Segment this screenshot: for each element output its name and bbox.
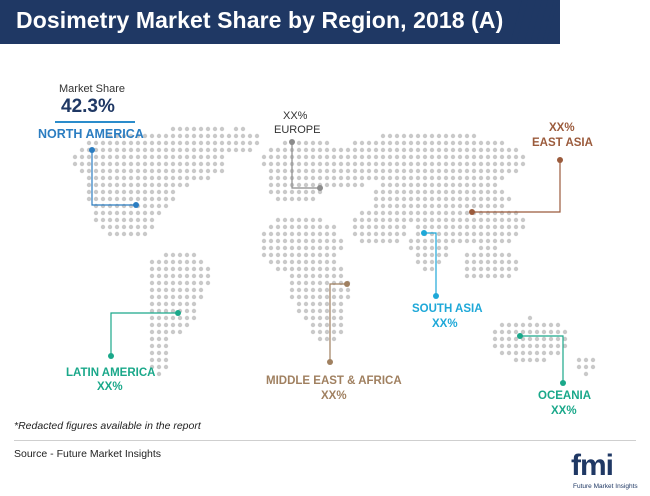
oceania-map-dot xyxy=(517,333,523,339)
leader-lines xyxy=(89,139,566,386)
middle-east-africa-leader xyxy=(329,283,347,362)
chart-title: Dosimetry Market Share by Region, 2018 (… xyxy=(16,7,504,33)
europe-map-dot xyxy=(317,185,323,191)
middle-east-africa-map-dot xyxy=(344,281,350,287)
middle-east-africa-value: XX% xyxy=(321,390,347,402)
latin-america-map-dot xyxy=(175,310,181,316)
north-america-value: 42.3% xyxy=(61,96,115,117)
south-asia-leader xyxy=(424,232,437,296)
latin-america-label: LATIN AMERICA xyxy=(66,367,156,379)
north-america-map-dot xyxy=(133,202,139,208)
south-asia-map-dot xyxy=(421,230,427,236)
market-share-label: Market Share xyxy=(59,83,126,95)
oceania-dot xyxy=(560,380,566,386)
europe-leader xyxy=(291,142,320,189)
europe-dot xyxy=(289,139,295,145)
north-america-dot xyxy=(89,147,95,153)
redacted-note: *Redacted figures available in the repor… xyxy=(14,420,201,432)
latin-america-value: XX% xyxy=(97,381,123,393)
oceania-label: OCEANIA xyxy=(538,390,592,402)
middle-east-africa-dot xyxy=(327,359,333,365)
north-america-label: NORTH AMERICA xyxy=(38,127,144,141)
middle-east-africa-label: MIDDLE EAST & AFRICA xyxy=(266,375,402,387)
title-bar xyxy=(0,0,560,44)
latin-america-leader xyxy=(110,312,178,356)
south-asia-value: XX% xyxy=(432,318,458,330)
south-asia-label: SOUTH ASIA xyxy=(412,303,483,315)
east-asia-label: EAST ASIA xyxy=(532,137,593,149)
logo-text: fmi xyxy=(571,449,614,482)
north-america-leader xyxy=(91,150,136,206)
east-asia-value: XX% xyxy=(549,122,575,134)
east-asia-dot xyxy=(557,157,563,163)
europe-label: EUROPE xyxy=(274,124,321,136)
map-dots xyxy=(72,126,596,377)
logo-subtext: Future Market Insights xyxy=(573,483,638,490)
europe-value: XX% xyxy=(283,110,308,122)
north-america-underline xyxy=(55,121,135,123)
fmi-logo: fmi Future Market Insights xyxy=(571,449,641,493)
south-asia-dot xyxy=(433,293,439,299)
title-stripes xyxy=(500,0,558,44)
oceania-leader xyxy=(520,335,564,383)
footer-divider xyxy=(14,440,636,441)
east-asia-leader xyxy=(472,160,561,213)
east-asia-map-dot xyxy=(469,209,475,215)
latin-america-dot xyxy=(108,353,114,359)
oceania-value: XX% xyxy=(551,405,577,417)
source-text: Source - Future Market Insights xyxy=(14,448,162,460)
